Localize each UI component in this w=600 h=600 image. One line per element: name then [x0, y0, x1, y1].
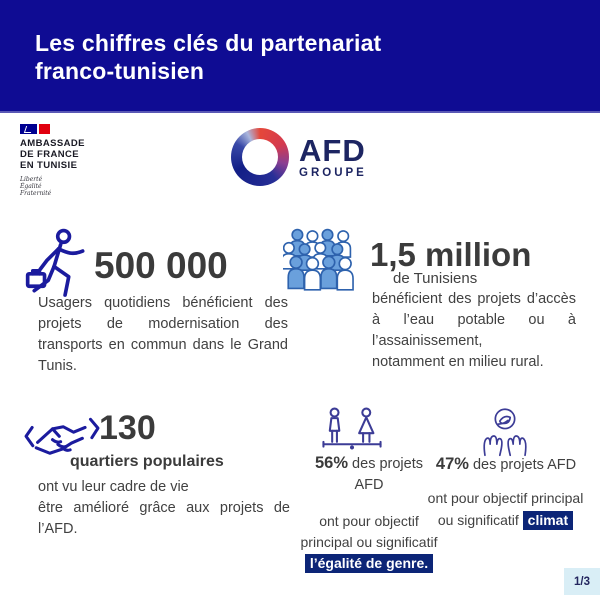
page-indicator: 1/3: [574, 575, 590, 588]
transport-stat-description: Usagers quotidiens bénéficient des proje…: [38, 295, 288, 374]
gender-stat-value-line: 56% des projets AFD: [305, 453, 433, 496]
climate-text-before: ont pour objectif principal ou significa…: [427, 490, 584, 528]
gender-text-before: ont pour objectif principal ou significa…: [300, 513, 438, 550]
handshake-icon: [24, 413, 100, 465]
afd-ring-icon: [231, 128, 289, 186]
climate-stat-value: 47%: [435, 455, 469, 473]
gender-highlight: l’égalité de genre.: [304, 554, 434, 573]
motto-egalite: Égalité: [20, 183, 42, 190]
gender-stat-value: 56%: [315, 454, 349, 472]
afd-logo: AFD GROUPE: [231, 128, 367, 186]
afd-wordmark: AFD: [299, 132, 366, 168]
hands-leaf-icon: [479, 406, 531, 460]
quartiers-description-line1: ont vu leur cadre de vie: [38, 479, 189, 495]
climate-stat-value-line: 47% des projets AFD: [427, 455, 585, 474]
quartiers-stat-value: 130: [99, 409, 156, 447]
quartiers-description-line2: être amélioré grâce aux projets de l’AFD…: [38, 500, 290, 537]
page-title-line2: franco-tunisien: [35, 58, 205, 84]
gender-balance-icon: [320, 407, 384, 453]
embassy-name-line2: DE FRANCE: [20, 149, 80, 160]
water-stat-unit: de Tunisiens: [393, 270, 478, 287]
embassy-name-line1: AMBASSADE: [20, 138, 85, 149]
motto-fraternite: Fraternité: [20, 190, 52, 197]
crowd-icon: [283, 228, 355, 294]
water-stat-description: bénéficient des projets d’accès à l’eau …: [372, 289, 576, 373]
embassy-motto: Liberté Égalité Fraternité: [20, 176, 85, 197]
page-indicator-badge: 1/3: [564, 568, 600, 595]
embassy-logo: AMBASSADE DE FRANCE EN TUNISIE Liberté É…: [20, 124, 85, 197]
embassy-name-line3: EN TUNISIE: [20, 160, 78, 171]
walking-person-icon: [24, 227, 90, 303]
header-band: Les chiffres clés du partenariat franco-…: [0, 0, 600, 113]
climate-stat-suffix: des projets AFD: [468, 457, 577, 473]
quartiers-stat-label: quartiers populaires: [70, 453, 224, 470]
climate-highlight: climat: [522, 511, 574, 530]
french-flag-icon: [20, 124, 50, 134]
gender-stat-text: ont pour objectif principal ou significa…: [299, 511, 439, 574]
water-stat-description-line2: notamment en milieu rural.: [372, 354, 544, 370]
water-stat-description-line1: bénéficient des projets d’accès à l’eau …: [372, 291, 576, 349]
water-stat-value: 1,5 million: [370, 236, 532, 273]
gender-stat-suffix: des projets AFD: [348, 456, 423, 493]
transport-stat-value: 500 000: [94, 245, 228, 286]
afd-groupe-label: GROUPE: [299, 166, 367, 179]
embassy-name: AMBASSADE DE FRANCE EN TUNISIE: [20, 138, 85, 171]
page-title-line1: Les chiffres clés du partenariat: [35, 30, 382, 56]
motto-liberte: Liberté: [20, 176, 43, 183]
climate-stat-text: ont pour objectif principal ou significa…: [423, 487, 588, 531]
page-title: Les chiffres clés du partenariat franco-…: [35, 29, 381, 85]
